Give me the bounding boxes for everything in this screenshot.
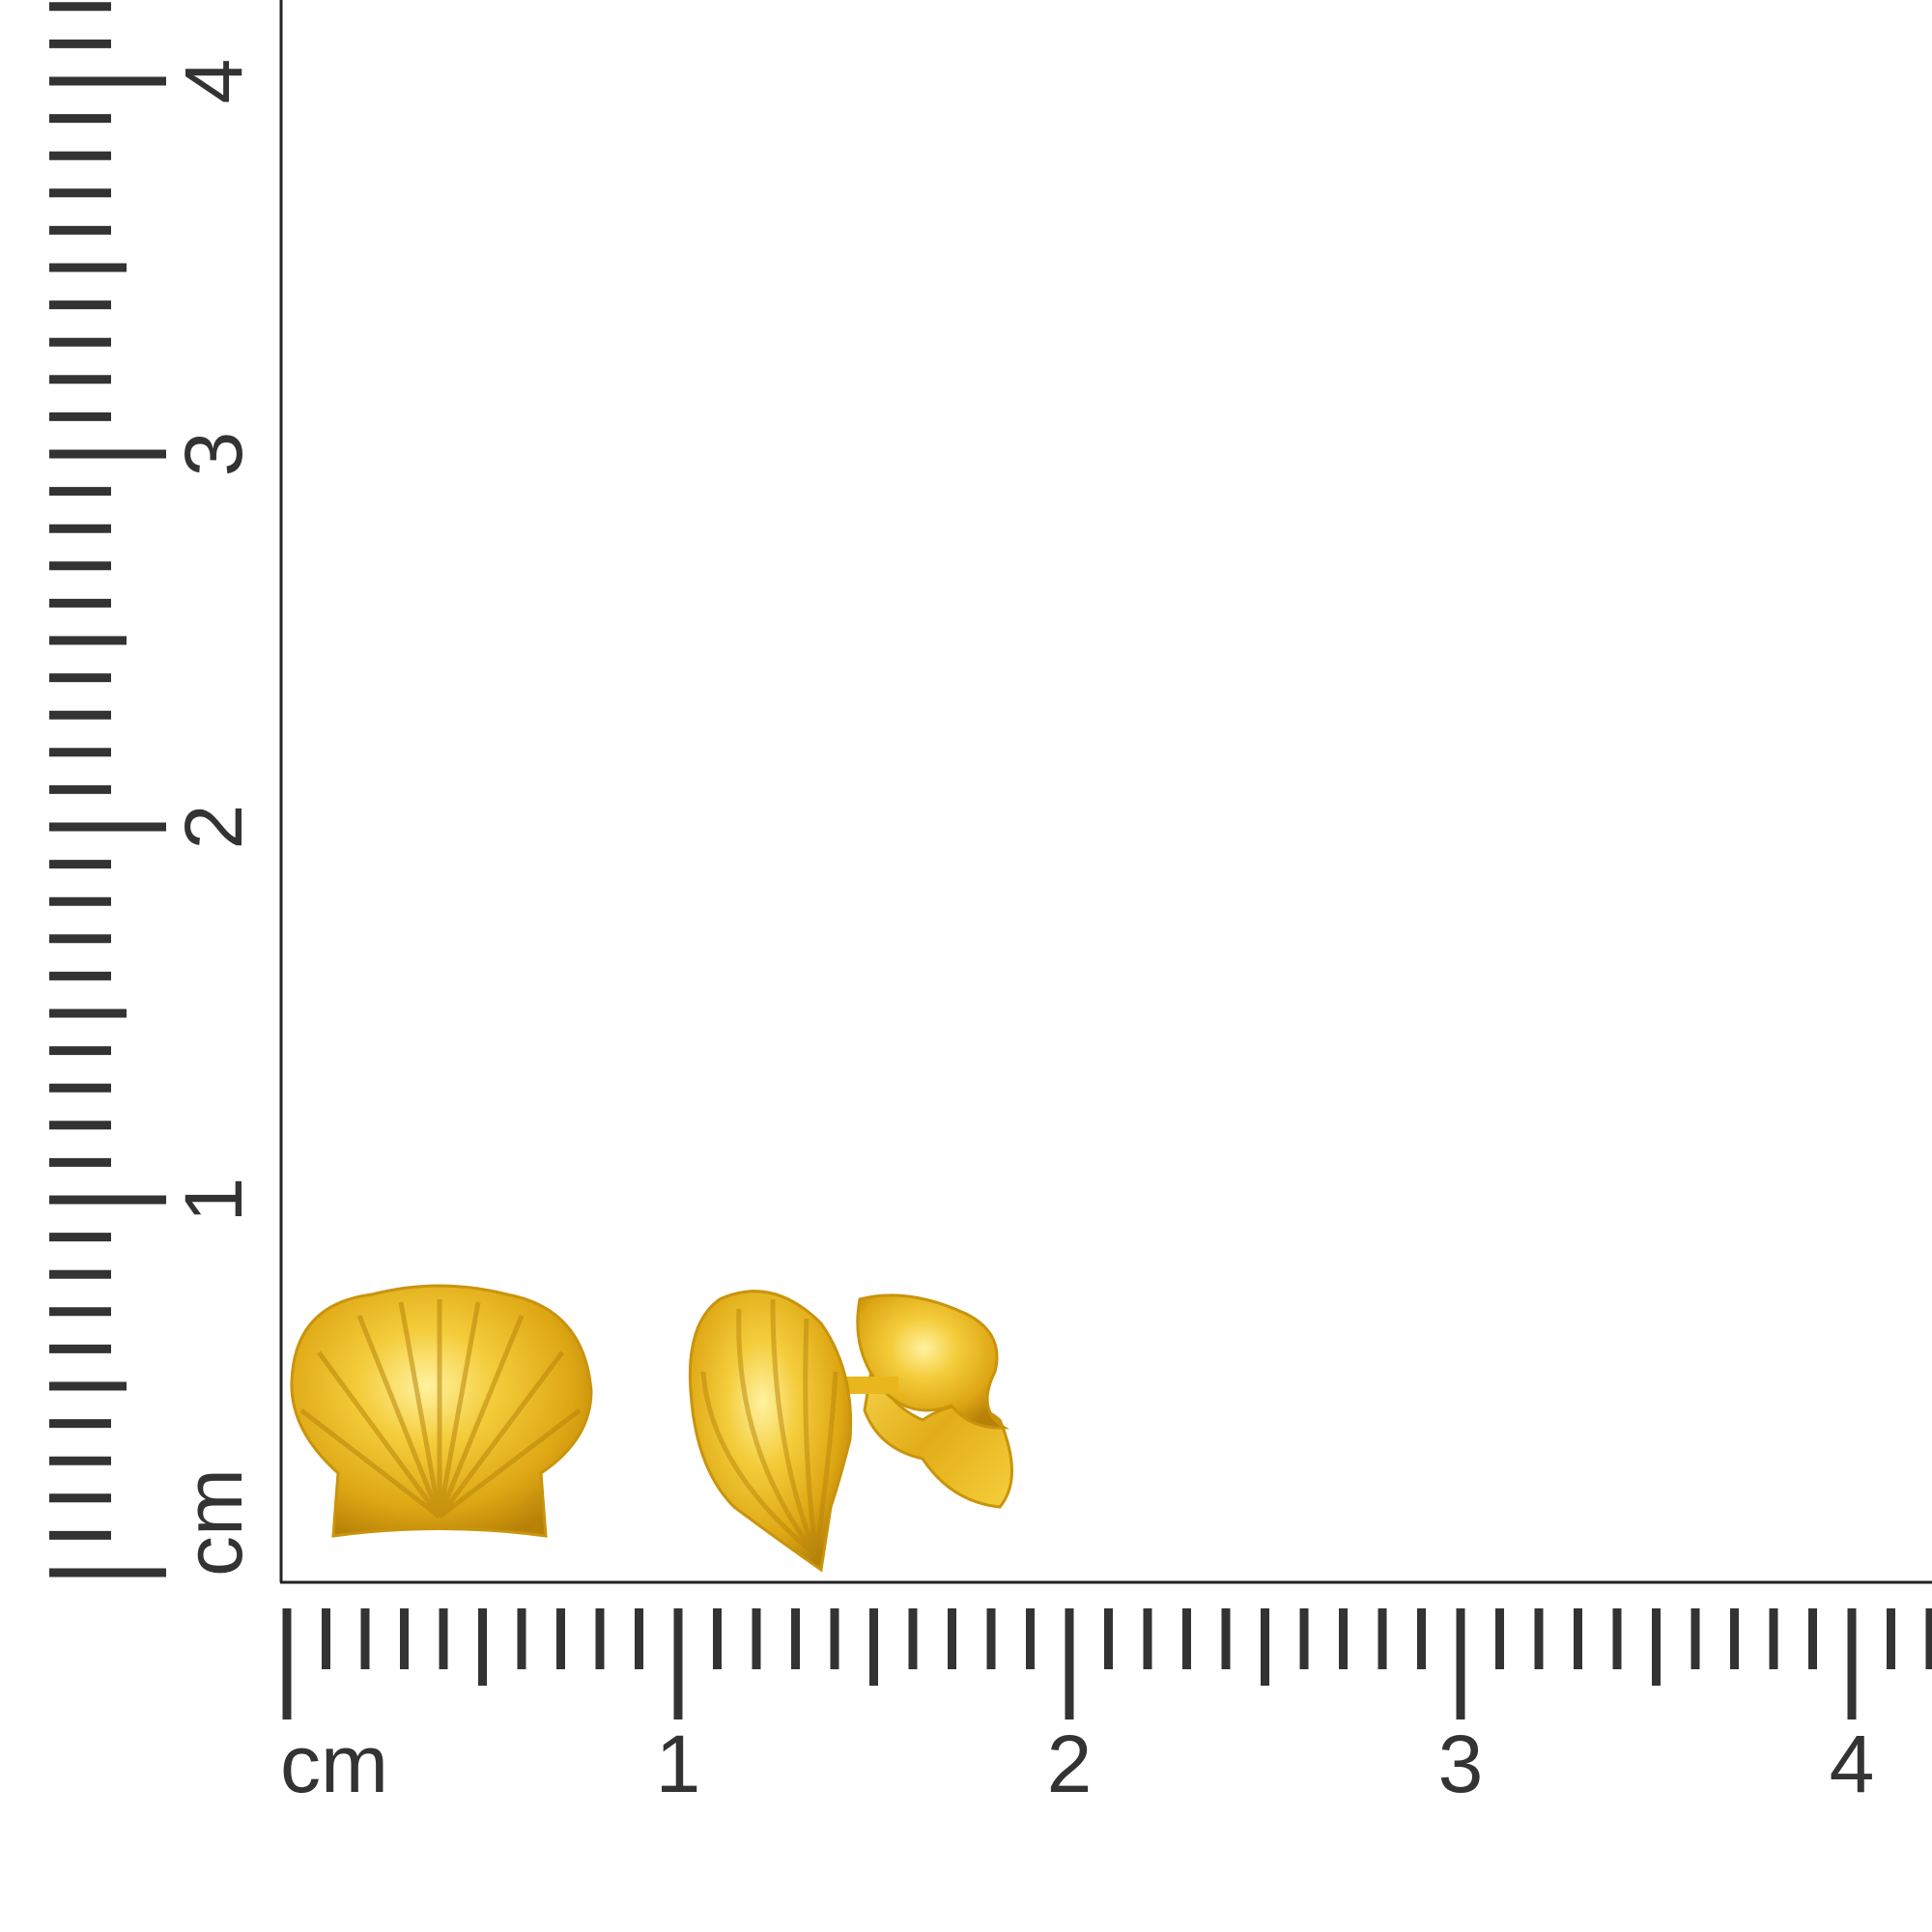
bottom-ruler-label-2: 2 xyxy=(1047,1719,1093,1809)
shell-earring-front xyxy=(290,1284,593,1538)
bottom-ruler-label-4: 4 xyxy=(1830,1719,1875,1809)
left-ruler-label-3: 3 xyxy=(168,432,259,477)
bottom-ruler-ticks xyxy=(282,1608,1932,1719)
left-ruler-label-4: 4 xyxy=(168,59,259,104)
bottom-ruler-unit-label: cm xyxy=(280,1719,388,1809)
bottom-ruler-label-1: 1 xyxy=(656,1719,701,1809)
left-ruler-ticks xyxy=(49,2,166,1577)
bottom-ruler-label-3: 3 xyxy=(1438,1719,1484,1809)
left-ruler-label-2: 2 xyxy=(168,805,259,850)
left-ruler-unit-label: cm xyxy=(168,1468,259,1577)
left-ruler-label-1: 1 xyxy=(168,1178,259,1223)
shell-earring-side xyxy=(688,1290,1013,1573)
